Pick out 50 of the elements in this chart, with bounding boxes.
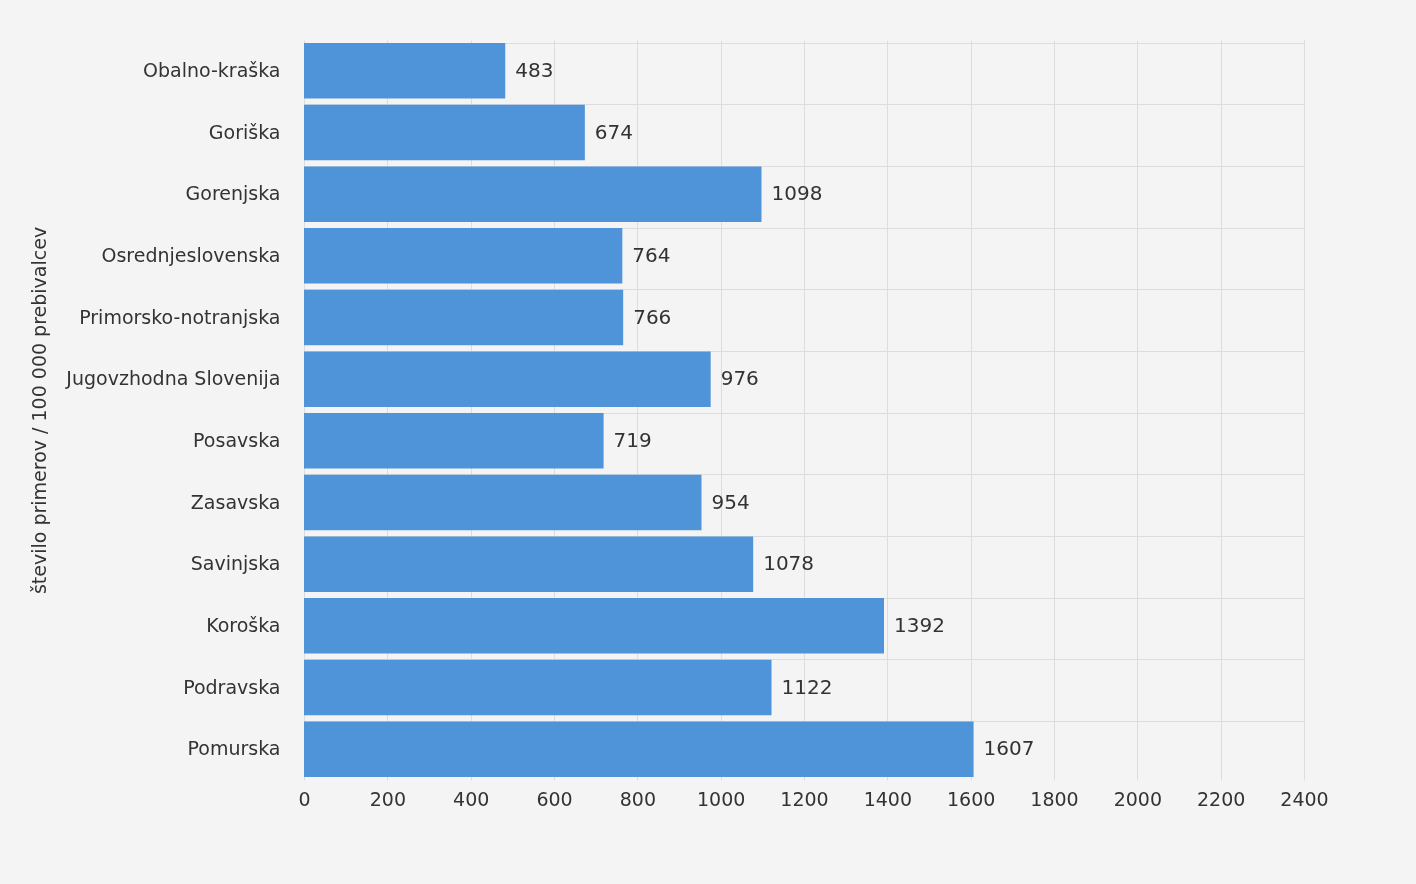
x-tick-label: 1400 bbox=[863, 787, 913, 810]
data-label: 674 bbox=[594, 119, 634, 144]
x-tick-label: 0 bbox=[298, 787, 311, 810]
y-tick-label: Jugovzhodna Slovenija bbox=[65, 367, 281, 390]
data-label: 954 bbox=[711, 489, 750, 514]
y-tick-label: Zasavska bbox=[190, 490, 281, 513]
bar bbox=[304, 598, 884, 654]
y-tick-label: Primorsko-notranjska bbox=[79, 305, 281, 328]
data-label: 719 bbox=[613, 427, 652, 452]
y-tick-label: Osrednjeslovenska bbox=[101, 243, 281, 266]
bar bbox=[304, 104, 585, 161]
data-label: 483 bbox=[515, 57, 554, 82]
data-label: 1607 bbox=[983, 736, 1035, 761]
bar bbox=[304, 289, 624, 346]
x-tick-label: 200 bbox=[369, 787, 406, 810]
x-tick-label: 2400 bbox=[1280, 787, 1329, 810]
y-tick-label: Goriška bbox=[208, 120, 281, 143]
bar bbox=[304, 166, 762, 222]
data-label: 976 bbox=[720, 366, 759, 391]
bar bbox=[304, 536, 754, 592]
x-tick-label: 600 bbox=[536, 787, 573, 810]
y-tick-label: Podravska bbox=[183, 675, 281, 698]
bar bbox=[304, 659, 772, 716]
y-tick-label: Koroška bbox=[206, 613, 281, 636]
bar bbox=[304, 474, 702, 531]
x-tick-label: 2000 bbox=[1113, 787, 1163, 810]
bar bbox=[304, 228, 623, 284]
data-label: 1392 bbox=[894, 612, 945, 637]
x-tick-label: 400 bbox=[453, 787, 490, 810]
y-tick-label: Posavska bbox=[193, 428, 281, 451]
x-tick-label: 1800 bbox=[1030, 787, 1079, 810]
data-label: 1122 bbox=[781, 674, 833, 699]
bar bbox=[304, 351, 711, 407]
y-tick-label: Savinjska bbox=[190, 552, 281, 575]
y-axis-title: število primerov / 100 000 prebivalcev bbox=[27, 226, 50, 595]
data-label: 1078 bbox=[763, 551, 815, 576]
y-tick-label: Pomurska bbox=[187, 737, 281, 760]
x-tick-label: 1200 bbox=[780, 787, 829, 810]
bar bbox=[304, 413, 604, 469]
data-label: 766 bbox=[633, 304, 672, 329]
bar bbox=[304, 43, 506, 99]
data-label: 764 bbox=[632, 242, 671, 267]
y-tick-label: Gorenjska bbox=[185, 182, 281, 205]
x-tick-label: 800 bbox=[619, 787, 656, 810]
data-label: 1098 bbox=[771, 181, 823, 206]
x-tick-label: 2200 bbox=[1196, 787, 1246, 810]
y-tick-label: Obalno-kraška bbox=[143, 58, 281, 81]
x-tick-label: 1600 bbox=[946, 787, 996, 810]
bar bbox=[304, 721, 974, 777]
x-tick-label: 1000 bbox=[696, 787, 746, 810]
